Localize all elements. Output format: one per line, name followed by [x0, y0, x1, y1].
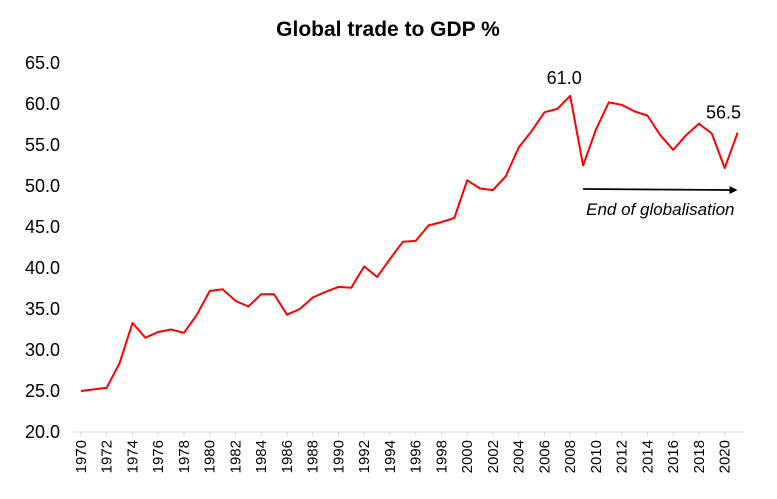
x-tick-label: 2016	[665, 440, 682, 473]
y-tick-label: 55.0	[25, 135, 60, 155]
x-tick-label: 1978	[176, 440, 193, 473]
x-tick-label: 2008	[562, 440, 579, 473]
y-axis: 20.0 25.0 30.0 35.0 40.0 45.0 50.0 55.0 60.0 65.0	[25, 53, 60, 442]
x-tick-label: 2012	[614, 440, 631, 473]
x-tick-label: 1988	[305, 440, 322, 473]
y-tick-label: 65.0	[25, 53, 60, 73]
x-tick-label: 1974	[124, 440, 141, 473]
x-tick-label: 2014	[639, 440, 656, 473]
x-tick-label: 2018	[691, 440, 708, 473]
y-tick-label: 45.0	[25, 217, 60, 237]
y-tick-label: 20.0	[25, 422, 60, 442]
chart-title: Global trade to GDP %	[276, 18, 500, 41]
x-tick-label: 1992	[356, 440, 373, 473]
y-tick-label: 40.0	[25, 258, 60, 278]
x-tick-label: 1972	[99, 440, 116, 473]
y-tick-label: 30.0	[25, 340, 60, 360]
y-tick-label: 25.0	[25, 381, 60, 401]
y-tick-label: 50.0	[25, 176, 60, 196]
globalisation-annotation: End of globalisation	[586, 200, 734, 219]
peak-label: 61.0	[547, 68, 582, 88]
x-tick-label: 1990	[330, 440, 347, 473]
x-tick-label: 1996	[408, 440, 425, 473]
arrow-head-icon	[729, 186, 738, 194]
series-line	[80, 94, 739, 392]
x-tick-label: 1980	[202, 440, 219, 473]
x-tick-label: 2006	[536, 440, 553, 473]
x-tick-label: 1994	[382, 440, 399, 473]
x-tick-label: 1976	[150, 440, 167, 473]
x-tick-label: 1982	[227, 440, 244, 473]
x-tick-label: 2002	[485, 440, 502, 473]
x-tick-label: 1984	[253, 440, 270, 473]
y-tick-label: 35.0	[25, 299, 60, 319]
x-tick-label: 1998	[433, 440, 450, 473]
x-tick-label: 1970	[73, 440, 90, 473]
x-tick-label: 2000	[459, 440, 476, 473]
x-tick-label: 1986	[279, 440, 296, 473]
x-tick-label: 2004	[511, 440, 528, 473]
x-axis: 1970 1972 1974 1976 1978 1980 1982 1984 1986 1988…	[73, 432, 734, 473]
end-value-label: 56.5	[706, 103, 741, 123]
y-tick-label: 60.0	[25, 94, 60, 114]
x-tick-label: 2020	[717, 440, 734, 473]
x-tick-label: 2010	[588, 440, 605, 473]
globalisation-arrow	[583, 188, 730, 191]
